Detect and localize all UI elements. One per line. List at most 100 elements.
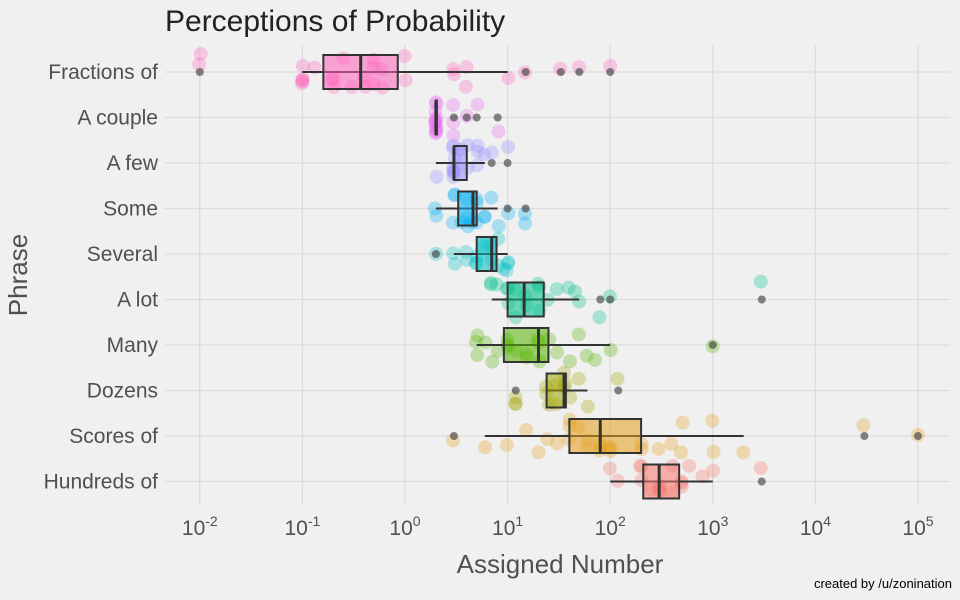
- series-fractions-of: [192, 47, 618, 95]
- category-label: Some: [103, 198, 158, 221]
- outlier-point: [914, 432, 922, 440]
- data-point: [478, 440, 493, 455]
- series-some: [427, 187, 533, 234]
- data-point: [567, 284, 582, 299]
- outlier-point: [195, 68, 204, 76]
- data-point: [610, 371, 625, 386]
- data-point: [674, 445, 689, 460]
- data-point: [192, 57, 207, 72]
- outlier-point: [472, 113, 481, 122]
- data-point: [519, 422, 534, 437]
- box: [568, 418, 643, 454]
- data-point: [603, 342, 618, 357]
- outlier-point: [503, 204, 512, 213]
- category-label: Dozens: [87, 380, 158, 403]
- data-point: [483, 277, 498, 292]
- outlier-point: [493, 113, 502, 122]
- data-point: [500, 256, 515, 271]
- data-point: [478, 335, 493, 350]
- outlier-point: [462, 113, 471, 122]
- chart-title: Perceptions of Probability: [165, 5, 505, 38]
- data-point: [501, 139, 516, 154]
- data-point: [508, 396, 523, 411]
- data-point: [193, 47, 208, 62]
- data-point: [295, 73, 310, 88]
- data-point: [446, 128, 461, 143]
- data-point: [706, 463, 721, 478]
- data-point: [664, 436, 679, 451]
- data-point: [459, 245, 474, 260]
- data-point: [429, 169, 444, 184]
- data-point: [459, 252, 474, 267]
- data-point: [651, 441, 666, 456]
- data-point: [485, 354, 500, 369]
- box: [506, 281, 545, 318]
- credit-text: created by /u/zonination: [814, 576, 952, 591]
- outlier-point: [575, 68, 584, 76]
- category-label: Scores of: [69, 425, 158, 448]
- series-many: [468, 327, 720, 369]
- data-point: [447, 256, 462, 271]
- outlier-point: [757, 477, 766, 486]
- data-point: [458, 79, 473, 94]
- outlier-point: [431, 250, 440, 258]
- data-point: [484, 145, 499, 160]
- y-axis-label: Phrase: [3, 234, 33, 316]
- data-point: [470, 158, 485, 173]
- outlier-point: [449, 113, 458, 122]
- data-point: [592, 310, 607, 325]
- data-point: [753, 461, 768, 476]
- data-point: [587, 352, 602, 367]
- category-labels: Fractions of A couple A few Some Several A lo…: [44, 61, 159, 494]
- x-tick-label: 104: [800, 513, 831, 540]
- marks: [192, 47, 926, 500]
- x-tick-label: 105: [902, 513, 933, 540]
- data-point: [603, 58, 618, 73]
- data-point: [518, 216, 533, 231]
- data-point: [429, 208, 444, 223]
- data-point: [490, 343, 505, 358]
- data-point: [295, 71, 310, 86]
- data-point: [550, 436, 565, 451]
- outlier-point: [521, 68, 530, 76]
- series-a-couple: [428, 95, 506, 143]
- series-several: [429, 231, 516, 278]
- data-point: [484, 190, 499, 205]
- outlier-point: [606, 68, 615, 76]
- data-point: [477, 209, 492, 224]
- x-tick-label: 10-1: [284, 513, 320, 540]
- data-point: [736, 445, 751, 460]
- data-point: [294, 76, 309, 91]
- data-point: [483, 275, 498, 290]
- outlier-point: [449, 432, 458, 440]
- data-point: [446, 62, 461, 77]
- data-point: [549, 282, 564, 297]
- series-a-few: [429, 138, 516, 184]
- outlier-point: [511, 386, 520, 395]
- outlier-point: [614, 386, 623, 395]
- data-point: [295, 74, 310, 89]
- outlier-point: [556, 68, 565, 76]
- series-a-lot: [483, 274, 768, 325]
- box: [475, 236, 498, 272]
- data-point: [550, 345, 565, 360]
- data-point: [580, 399, 595, 414]
- category-label: A lot: [117, 289, 158, 312]
- category-label: A few: [107, 152, 159, 175]
- data-point: [571, 327, 586, 342]
- outlier-point: [596, 295, 605, 304]
- data-point: [706, 444, 721, 459]
- data-point: [446, 215, 461, 230]
- category-label: A couple: [77, 107, 158, 130]
- data-point: [295, 58, 310, 73]
- data-point: [477, 147, 492, 162]
- category-label: Fractions of: [48, 61, 158, 84]
- box: [642, 463, 681, 500]
- data-point: [508, 390, 523, 405]
- data-point: [561, 280, 576, 295]
- data-point: [489, 277, 504, 292]
- category-label: Several: [87, 243, 158, 266]
- x-tick-label: 103: [697, 513, 728, 540]
- series-hundreds-of: [602, 458, 768, 500]
